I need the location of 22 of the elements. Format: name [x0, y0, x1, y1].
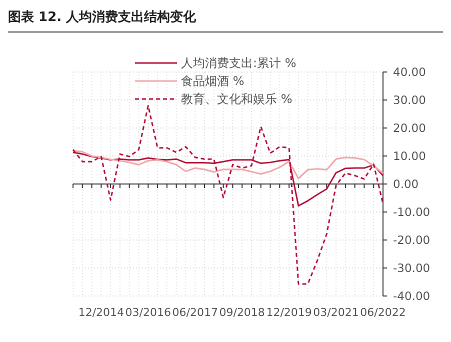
legend-label: 人均消费支出:累计 %	[181, 56, 296, 70]
legend-label: 食品烟酒 %	[181, 74, 244, 88]
x-tick-label: 12/2019	[266, 306, 312, 319]
line-series	[72, 104, 384, 285]
y-tick-label: -10.00	[393, 205, 430, 219]
y-tick-label: 10.00	[393, 149, 426, 163]
y-tick-label: 30.00	[393, 93, 426, 107]
x-tick-label: 06/2017	[172, 306, 218, 319]
y-tick-label: -40.00	[393, 289, 430, 303]
y-tick-label: -30.00	[393, 261, 430, 275]
x-tick-label: 09/2018	[219, 306, 265, 319]
legend-label: 教育、文化和娱乐 %	[181, 92, 292, 106]
line-series	[72, 150, 384, 180]
x-tick-label: 03/2021	[313, 306, 359, 319]
y-tick-label: -20.00	[393, 233, 430, 247]
x-tick-label: 03/2016	[125, 306, 172, 319]
chart-title: 图表 12. 人均消费支出结构变化	[8, 9, 198, 25]
x-tick-label: 12/2014	[78, 306, 124, 319]
y-tick-label: 0.00	[393, 177, 419, 191]
x-tick-label: 06/2022	[360, 306, 406, 319]
y-tick-label: 20.00	[393, 121, 426, 135]
y-tick-label: 40.00	[393, 65, 426, 79]
